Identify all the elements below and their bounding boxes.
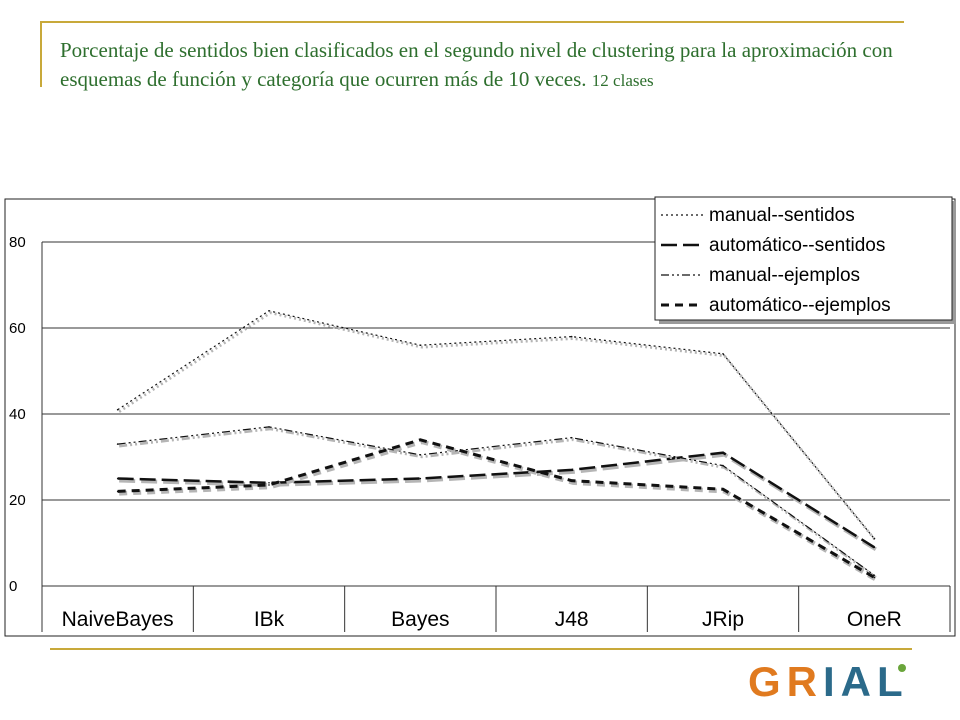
grial-logo-ial: IAL: [823, 658, 909, 705]
slide-title: Porcentaje de sentidos bien clasificados…: [60, 36, 920, 95]
slide-title-main: Porcentaje de sentidos bien clasificados…: [60, 38, 893, 91]
y-tick-label: 80: [9, 234, 26, 251]
data-point: [419, 439, 422, 441]
chart-frame: [4, 198, 956, 637]
grial-logo-gr: GR: [748, 658, 823, 705]
data-point: [268, 482, 270, 484]
series-line: [117, 451, 875, 549]
x-tick-label: JRip: [702, 608, 744, 631]
legend: manual--sentidos automático--sentidos manu…: [654, 196, 956, 324]
series-shadow: [119, 427, 877, 579]
data-point: [419, 454, 422, 456]
legend-box: [654, 196, 953, 321]
y-tick-label: 60: [9, 320, 26, 337]
data-point: [722, 451, 724, 454]
data-point: [419, 477, 422, 480]
series-layer: [116, 310, 877, 582]
legend-label: automático--ejemplos: [709, 295, 891, 316]
grial-logo-dot-icon: [898, 664, 906, 672]
legend-label: manual--ejemplos: [709, 265, 860, 286]
data-point: [873, 576, 876, 579]
data-point: [268, 426, 270, 428]
grial-logo-text: GRIAL: [748, 658, 909, 705]
data-point: [268, 310, 270, 312]
data-point: [116, 443, 119, 445]
y-tick-label: 40: [9, 406, 26, 423]
y-tick-label: 0: [9, 578, 17, 595]
data-point: [722, 353, 724, 355]
data-point: [116, 490, 119, 493]
legend-label: automático--sentidos: [709, 235, 885, 256]
x-tick-label: J48: [555, 608, 589, 631]
series-shadow: [118, 311, 877, 542]
grial-logo: GRIAL: [748, 658, 909, 705]
y-tick-label: 20: [9, 492, 26, 509]
bottom-accent-line: [50, 648, 912, 650]
x-tick-label: OneR: [847, 608, 902, 631]
x-tick-label: NaiveBayes: [62, 608, 174, 631]
left-accent-line: [40, 21, 42, 87]
series-shadow: [119, 452, 877, 551]
data-point: [419, 344, 422, 347]
series-line: [117, 438, 876, 579]
legend-label: manual--sentidos: [709, 205, 855, 226]
data-point: [873, 546, 876, 549]
x-tick-label: Bayes: [391, 608, 449, 631]
data-point: [570, 436, 573, 439]
data-point: [722, 464, 724, 467]
slide-title-small: 12 clases: [591, 71, 654, 90]
data-point: [873, 537, 876, 540]
data-point: [116, 477, 119, 480]
data-point: [570, 479, 573, 482]
data-point: [570, 335, 573, 338]
data-point: [722, 488, 724, 491]
data-point: [116, 408, 119, 411]
data-point: [570, 469, 573, 471]
x-tick-labels: NaiveBayes IBk Bayes J48 JRip OneR: [62, 608, 902, 631]
series-line: [117, 426, 875, 576]
y-tick-labels: 0 20 40 60 80: [9, 234, 26, 595]
x-tick-label: IBk: [254, 608, 285, 631]
data-point: [268, 484, 270, 486]
top-accent-line: [40, 21, 904, 23]
series-line: [117, 310, 875, 540]
